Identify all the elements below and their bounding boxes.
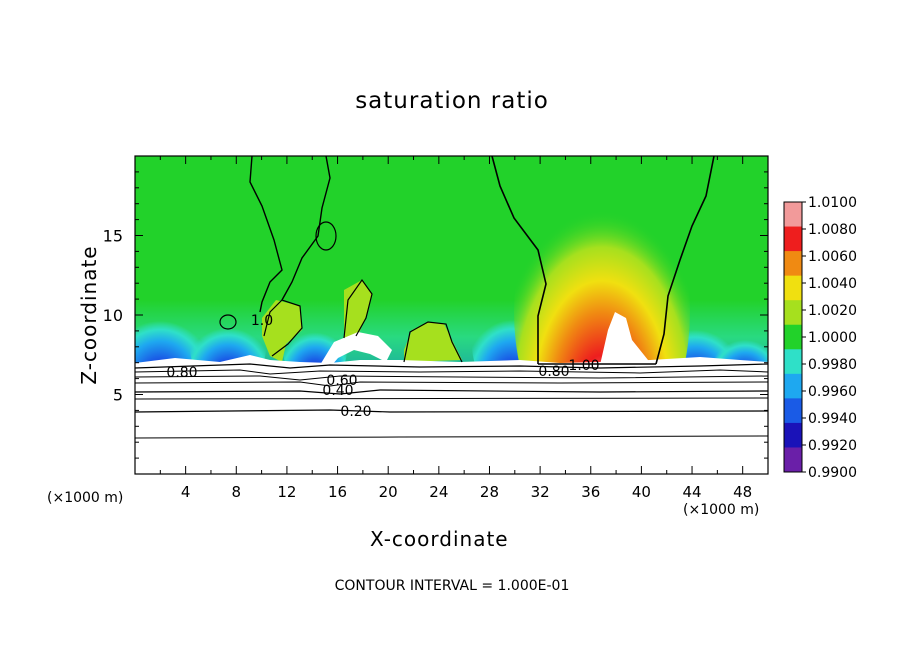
x-axis-ticks: 4 8 12 16 20 24 28 32 36 40 44 48: [159, 156, 752, 501]
x-tick-label: 40: [632, 483, 651, 501]
colorbar-tick-label: 0.9940: [808, 411, 857, 427]
colorbar-swatch: [784, 349, 802, 375]
contour-label: 0.80: [166, 365, 197, 381]
contour-label: 0.60: [326, 373, 357, 389]
y-tick-label: 5: [113, 386, 123, 405]
x-tick-label: 24: [429, 483, 448, 501]
cloud-patch: [320, 332, 392, 365]
y-tick-label: 15: [103, 227, 123, 246]
moist-patch: [344, 280, 372, 338]
contour-label: 1.00: [568, 358, 599, 374]
cloud-core: [600, 312, 652, 365]
x-tick-label: 20: [379, 483, 398, 501]
x-tick-label: 8: [232, 483, 242, 501]
colorbar-tick-label: 0.9980: [808, 357, 857, 373]
colorbar-swatch: [784, 373, 802, 399]
contour-interval-note: CONTOUR INTERVAL = 1.000E-01: [334, 578, 570, 594]
moist-patch: [262, 300, 302, 362]
colorbar-swatch: [784, 275, 802, 301]
contour-lines: [134, 155, 769, 439]
colorbar-tick-label: 0.9960: [808, 384, 857, 400]
x-unit-label-right: (×1000 m): [683, 502, 760, 518]
contour-label: 1.0: [251, 313, 273, 329]
colorbar-tick-label: 1.0040: [808, 276, 857, 292]
colorbar-tick-label: 1.0100: [808, 195, 857, 211]
x-tick-label: 48: [733, 483, 752, 501]
colorbar-swatch: [784, 398, 802, 424]
colorbar-tick-label: 1.0020: [808, 303, 857, 319]
colorbar-swatch: [784, 422, 802, 448]
colorbar-tick-label: 0.9900: [808, 465, 857, 481]
colorbar-tick-label: 0.9920: [808, 438, 857, 454]
colorbar-swatch: [784, 251, 802, 277]
x-tick-label: 16: [328, 483, 347, 501]
colorbar-swatch: [784, 226, 802, 252]
colorbar-swatch: [784, 324, 802, 350]
y-axis-ticks: 5 10 15: [103, 171, 768, 459]
x-axis-label: X-coordinate: [370, 527, 509, 551]
colorbar-tick-label: 1.0080: [808, 222, 857, 238]
colorbar-tick-label: 1.0060: [808, 249, 857, 265]
x-tick-label: 36: [581, 483, 600, 501]
contour-label: 0.20: [340, 404, 371, 420]
x-tick-label: 32: [531, 483, 550, 501]
colorbar-swatch: [784, 202, 802, 228]
x-tick-label: 4: [181, 483, 191, 501]
contour-label-layer: 0.80 0.600.400.200.801.001.0: [166, 313, 599, 420]
y-tick-label: 10: [103, 306, 123, 325]
colorbar-swatch: [784, 447, 802, 473]
colorbar: 0.9900 0.9920 0.9940 0.9960 0.9980 1.0000 1.00…: [783, 195, 857, 481]
x-tick-label: 12: [277, 483, 296, 501]
subsaturated-layer: [135, 355, 768, 474]
x-tick-label: 44: [682, 483, 701, 501]
chart-title: saturation ratio: [355, 88, 549, 114]
contour-label: 0.80: [538, 364, 569, 380]
colorbar-tick-label: 1.0000: [808, 330, 857, 346]
contour-label: 0.40: [322, 383, 353, 399]
x-unit-label-left: (×1000 m): [47, 490, 124, 506]
moist-patch: [404, 322, 462, 362]
x-tick-label: 28: [480, 483, 499, 501]
colorbar-swatch: [784, 300, 802, 326]
